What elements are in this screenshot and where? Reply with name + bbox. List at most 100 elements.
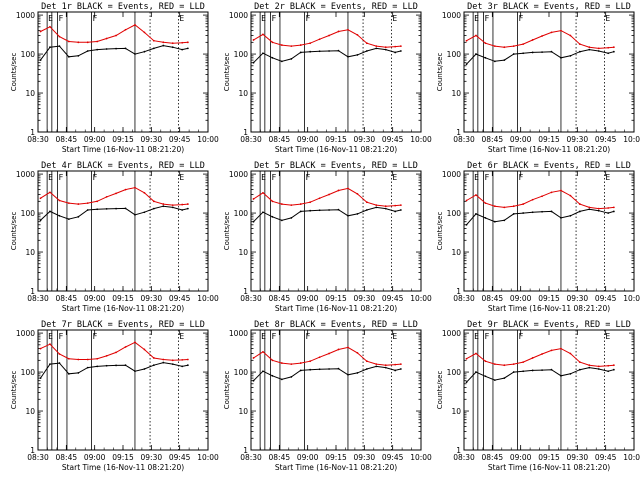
x-tick-label: 09:30 bbox=[567, 135, 589, 144]
lld-point bbox=[152, 200, 155, 203]
lld-series-line bbox=[466, 348, 614, 367]
x-tick-label: 09:45 bbox=[595, 135, 617, 144]
lld-series-line bbox=[466, 30, 614, 49]
flag-label: E bbox=[261, 332, 266, 341]
lld-point bbox=[607, 207, 610, 209]
y-axis-label: Counts/sec bbox=[223, 53, 231, 92]
lld-point bbox=[134, 23, 136, 26]
y-axis-label: Counts/sec bbox=[223, 371, 231, 410]
y-axis-label: Counts/sec bbox=[436, 371, 444, 410]
events-point bbox=[77, 372, 80, 374]
lld-point bbox=[493, 363, 496, 366]
events-point bbox=[318, 50, 321, 53]
events-point bbox=[531, 211, 534, 214]
lld-point bbox=[280, 203, 283, 205]
y-tick-label: 1000 bbox=[229, 170, 248, 179]
events-point bbox=[569, 372, 572, 375]
y-tick-label: 100 bbox=[21, 368, 36, 377]
x-tick-label: 08:45 bbox=[482, 453, 504, 462]
y-tick-label: 1 bbox=[30, 287, 35, 296]
events-point bbox=[503, 377, 506, 379]
y-tick-label: 1 bbox=[243, 128, 248, 137]
events-point bbox=[262, 370, 264, 373]
lld-point bbox=[484, 202, 487, 205]
y-tick-label: 10 bbox=[25, 407, 35, 416]
lld-point bbox=[58, 353, 61, 355]
panel-title: Det 2r BLACK = Events, RED = LLD bbox=[254, 2, 418, 12]
events-point bbox=[337, 367, 340, 370]
events-point bbox=[49, 363, 51, 366]
lld-point bbox=[612, 364, 615, 367]
events-point bbox=[578, 50, 581, 53]
lld-series-line bbox=[253, 346, 401, 366]
lld-point bbox=[541, 353, 543, 355]
x-tick-label: 09:45 bbox=[595, 294, 617, 303]
events-point bbox=[512, 371, 515, 373]
x-tick-label: 10:00 bbox=[623, 135, 640, 144]
events-point bbox=[252, 61, 255, 64]
events-point bbox=[328, 209, 330, 211]
y-axis-label: Counts/sec bbox=[10, 53, 18, 92]
x-tick-label: 10:00 bbox=[410, 135, 432, 144]
panel-4: Det 4r BLACK = Events, RED = LLD 1 10 100 10… bbox=[10, 161, 219, 313]
x-axis-label: Start Time (16-Nov-11 08:21:20) bbox=[275, 463, 397, 472]
y-tick-label: 1000 bbox=[16, 170, 35, 179]
events-point bbox=[105, 207, 108, 210]
events-point bbox=[262, 52, 264, 55]
lld-point bbox=[578, 361, 581, 364]
events-point bbox=[124, 207, 127, 210]
y-tick-label: 1 bbox=[456, 446, 461, 455]
events-point bbox=[399, 209, 402, 211]
lld-point bbox=[271, 359, 274, 362]
events-point bbox=[607, 52, 610, 55]
flag-label: F bbox=[272, 173, 277, 182]
x-tick-label: 10:00 bbox=[197, 135, 219, 144]
events-point bbox=[541, 369, 543, 372]
y-tick-label: 1 bbox=[456, 128, 461, 137]
lld-point bbox=[560, 29, 562, 32]
flag-label: E bbox=[474, 332, 479, 341]
events-point bbox=[597, 209, 600, 212]
events-point bbox=[39, 59, 42, 61]
events-point bbox=[550, 368, 553, 371]
lld-point bbox=[522, 203, 525, 205]
plot-frame bbox=[463, 170, 635, 292]
lld-point bbox=[522, 361, 525, 364]
lld-point bbox=[375, 363, 378, 366]
events-point bbox=[531, 51, 534, 54]
flag-label: F bbox=[272, 332, 277, 341]
events-point bbox=[77, 215, 80, 218]
lld-point bbox=[280, 362, 283, 364]
x-tick-label: 09:30 bbox=[567, 294, 589, 303]
lld-point bbox=[105, 195, 108, 198]
events-point bbox=[550, 50, 553, 53]
lld-point bbox=[152, 39, 155, 42]
lld-point bbox=[271, 200, 274, 203]
events-point bbox=[578, 210, 581, 213]
events-point bbox=[96, 48, 99, 51]
events-point bbox=[181, 365, 184, 368]
events-point bbox=[569, 214, 572, 217]
lld-point bbox=[105, 354, 108, 357]
events-point bbox=[465, 381, 468, 384]
flag-label: F bbox=[59, 332, 64, 341]
plot-frame bbox=[250, 170, 422, 292]
lld-point bbox=[512, 363, 515, 366]
lld-point bbox=[262, 350, 264, 353]
lld-point bbox=[143, 191, 146, 194]
x-tick-label: 09:15 bbox=[325, 135, 347, 144]
lld-point bbox=[186, 41, 189, 44]
lld-point bbox=[96, 200, 99, 203]
events-point bbox=[503, 59, 506, 61]
events-point bbox=[493, 60, 496, 63]
y-axis-label: Counts/sec bbox=[436, 212, 444, 251]
x-tick-label: 09:45 bbox=[382, 453, 404, 462]
lld-point bbox=[569, 34, 572, 37]
lld-point bbox=[328, 352, 330, 355]
events-point bbox=[67, 372, 70, 375]
flag-label: E bbox=[392, 332, 397, 341]
lld-point bbox=[399, 363, 402, 366]
events-point bbox=[328, 368, 330, 370]
events-point bbox=[271, 56, 274, 59]
x-tick-label: 09:15 bbox=[112, 135, 134, 144]
